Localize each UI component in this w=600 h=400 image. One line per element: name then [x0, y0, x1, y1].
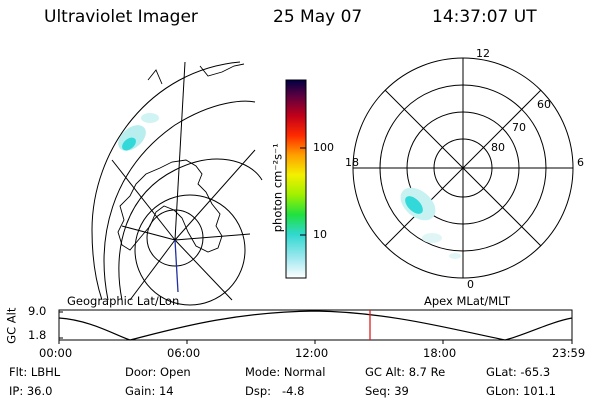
polar-mlt-label-12: 12 — [476, 47, 490, 60]
map-meridian — [174, 239, 233, 301]
altitude-y-top: 9.0 — [28, 304, 47, 318]
altitude-axis-title: GC Alt — [4, 307, 19, 344]
status-seq: Seq: 39 — [365, 384, 409, 398]
polar-mlt-label-6: 6 — [577, 156, 584, 169]
map-coastline-north — [199, 63, 245, 77]
geo-panel-caption: Geographic Lat/Lon — [67, 294, 180, 308]
status-glat: GLat: -65.3 — [486, 365, 551, 379]
map-sub-satellite-meridian — [174, 239, 179, 293]
map-meridian — [174, 233, 251, 241]
polar-lat-label-80: 80 — [491, 141, 505, 154]
status-filter: Flt: LBHL — [9, 365, 61, 379]
map-meridian — [174, 149, 256, 241]
instrument-title: Ultraviolet Imager — [44, 7, 198, 27]
polar-diagonal — [384, 89, 542, 247]
altitude-x-tick-label: 12:00 — [295, 346, 329, 360]
status-door: Door: Open — [125, 365, 191, 379]
polar-mlt-label-0: 0 — [467, 278, 474, 291]
status-gain: Gain: 14 — [125, 384, 174, 398]
map-lat-circle-outer — [103, 100, 256, 301]
altitude-curve — [58, 310, 573, 341]
time-label: 14:37:07 UT — [432, 7, 537, 27]
polar-panel-caption: Apex MLat/MLT — [424, 294, 511, 308]
polar-lat-label-70: 70 — [512, 121, 526, 134]
polar-aurora-faint-tail — [422, 233, 442, 243]
status-glon: GLon: 101.1 — [486, 384, 556, 398]
map-meridian — [174, 61, 186, 241]
date-label: 25 May 07 — [273, 7, 363, 27]
map-meridian — [129, 239, 176, 301]
map-aurora-core — [122, 137, 136, 151]
map-meridian — [121, 225, 176, 241]
map-horizon-arc — [91, 61, 241, 301]
status-dsp: Dsp: -4.8 — [245, 384, 305, 398]
geographic-map — [91, 61, 263, 306]
status-ip: IP: 36.0 — [9, 384, 53, 398]
polar-lat-label-60: 60 — [537, 98, 551, 111]
colorbar-gradient — [285, 79, 307, 279]
colorbar-unit-label: photon cm⁻²s⁻¹ — [270, 143, 285, 233]
altitude-y-bottom: 1.8 — [28, 328, 47, 342]
map-meridian — [111, 159, 176, 241]
altitude-x-tick-label: 00:00 — [39, 346, 73, 360]
altitude-plot-frame — [58, 309, 573, 341]
colorbar-tick-label-100: 100 — [313, 141, 334, 154]
colorbar — [285, 79, 307, 279]
map-lat-circle-inner — [134, 194, 246, 306]
altitude-plot — [58, 309, 573, 344]
map-aurora-speck — [141, 113, 159, 123]
colorbar-tick-label-10: 10 — [313, 228, 327, 241]
polar-grid — [352, 57, 574, 279]
status-mode: Mode: Normal — [245, 365, 326, 379]
altitude-x-tick-label: 23:59 — [552, 346, 586, 360]
status-gc-alt: GC Alt: 8.7 Re — [365, 365, 446, 379]
map-coastline — [117, 159, 223, 253]
altitude-x-tick-label: 18:00 — [423, 346, 457, 360]
polar-aurora-speck — [449, 253, 461, 259]
map-coastline-fragment — [147, 69, 163, 85]
polar-aurora-core — [405, 196, 423, 214]
altitude-x-tick-label: 06:00 — [167, 346, 201, 360]
polar-mlt-label-18: 18 — [345, 156, 359, 169]
polar-aurora — [400, 187, 461, 259]
